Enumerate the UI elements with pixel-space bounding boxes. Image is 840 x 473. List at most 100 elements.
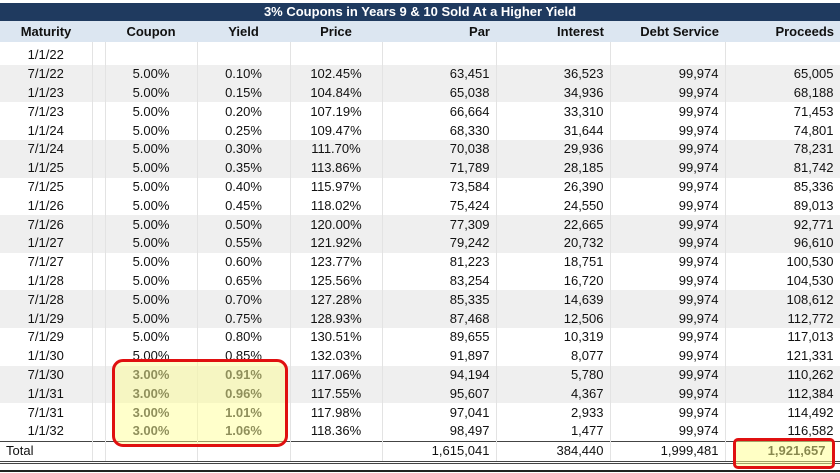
spacer-cell [92, 290, 106, 310]
cell-yield: 0.60% [197, 252, 291, 272]
cell-yield: 0.70% [197, 290, 291, 310]
header-interest: Interest [496, 21, 610, 42]
spacer-cell [92, 102, 106, 122]
cell-par: 91,897 [382, 346, 497, 366]
cell-yield: 0.15% [197, 83, 291, 103]
cell-maturity: 7/1/28 [0, 290, 93, 310]
spacer-cell [92, 403, 106, 422]
cell-interest: 24,550 [496, 196, 611, 216]
cell-maturity: 1/1/31 [0, 384, 93, 404]
cell-maturity: 1/1/25 [0, 158, 93, 178]
cell-proceeds: 114,492 [725, 403, 840, 422]
cell-coupon [105, 46, 198, 65]
cell-price: 123.77% [290, 252, 383, 272]
cell-price: 130.51% [290, 327, 383, 347]
cell-par: 66,664 [382, 102, 497, 122]
cell-debt-service: 99,974 [610, 121, 726, 140]
cell-proceeds: 108,612 [725, 290, 840, 310]
cell-interest: 12,506 [496, 309, 611, 328]
spacer-cell [92, 158, 106, 178]
table-row: 7/1/31 3.00% 1.01% 117.98% 97,041 2,933 99,974… [0, 403, 840, 422]
cell-yield: 1.06% [197, 421, 291, 442]
cell-maturity: 1/1/24 [0, 121, 93, 140]
cell-yield: 0.45% [197, 196, 291, 216]
cell-par: 68,330 [382, 121, 497, 140]
cell-debt-service: 99,974 [610, 252, 726, 272]
cell-maturity: 7/1/30 [0, 365, 93, 385]
cell-interest: 16,720 [496, 271, 611, 291]
cell-price: 104.84% [290, 83, 383, 103]
cell-maturity: 7/1/25 [0, 177, 93, 197]
cell-interest: 2,933 [496, 403, 611, 422]
cell-coupon: 5.00% [105, 233, 198, 253]
cell-maturity: 1/1/23 [0, 83, 93, 103]
cell-yield: 0.55% [197, 233, 291, 253]
cell-debt-service: 99,974 [610, 233, 726, 253]
cell-debt-service: 99,974 [610, 290, 726, 310]
cell-proceeds: 100,530 [725, 252, 840, 272]
cell-coupon: 5.00% [105, 158, 198, 178]
cell-yield: 0.91% [197, 365, 291, 385]
table-row: 7/1/22 5.00% 0.10% 102.45% 63,451 36,523 99,97… [0, 64, 840, 84]
cell-par: 71,789 [382, 158, 497, 178]
cell-par: 94,194 [382, 365, 497, 385]
cell-coupon: 5.00% [105, 102, 198, 122]
table-row: 7/1/25 5.00% 0.40% 115.97% 73,584 26,390 99,97… [0, 177, 840, 197]
cell-price: 125.56% [290, 271, 383, 291]
total-debt-service: 1,999,481 [610, 440, 726, 464]
cell-proceeds: 112,772 [725, 309, 840, 328]
cell-yield: 1.01% [197, 403, 291, 422]
table-row: 1/1/29 5.00% 0.75% 128.93% 87,468 12,506 99,97… [0, 309, 840, 328]
table-row: 1/1/30 5.00% 0.85% 132.03% 91,897 8,077 99,974… [0, 346, 840, 366]
cell-coupon: 5.00% [105, 309, 198, 328]
cell-proceeds [725, 46, 840, 65]
cell-proceeds: 104,530 [725, 271, 840, 291]
cell-coupon: 5.00% [105, 121, 198, 140]
cell-price: 118.36% [290, 421, 383, 442]
header-coupon: Coupon [105, 21, 197, 42]
cell-proceeds: 89,013 [725, 196, 840, 216]
cell-price: 111.70% [290, 139, 383, 159]
spacer-cell [92, 64, 106, 84]
cell-yield: 0.75% [197, 309, 291, 328]
cell-debt-service: 99,974 [610, 102, 726, 122]
cell-yield: 0.50% [197, 215, 291, 234]
table-row: 7/1/24 5.00% 0.30% 111.70% 70,038 29,936 99,97… [0, 139, 840, 159]
cell-proceeds: 112,384 [725, 384, 840, 404]
cell-yield: 0.80% [197, 327, 291, 347]
cell-debt-service: 99,974 [610, 215, 726, 234]
cell-coupon: 5.00% [105, 271, 198, 291]
cell-maturity: 1/1/27 [0, 233, 93, 253]
cell-price: 115.97% [290, 177, 383, 197]
cell-price: 121.92% [290, 233, 383, 253]
spacer-cell [92, 121, 106, 140]
cell-proceeds: 85,336 [725, 177, 840, 197]
table-row: 7/1/26 5.00% 0.50% 120.00% 77,309 22,665 99,97… [0, 215, 840, 234]
cell-par: 65,038 [382, 83, 497, 103]
cell-proceeds: 68,188 [725, 83, 840, 103]
cell-proceeds: 81,742 [725, 158, 840, 178]
header-spacer [92, 21, 105, 42]
spacer-cell [92, 271, 106, 291]
cell-interest: 36,523 [496, 64, 611, 84]
cell-proceeds: 96,610 [725, 233, 840, 253]
cell-maturity: 1/1/30 [0, 346, 93, 366]
cell-coupon: 5.00% [105, 83, 198, 103]
table-row: 7/1/27 5.00% 0.60% 123.77% 81,223 18,751 99,97… [0, 252, 840, 272]
cell-par: 70,038 [382, 139, 497, 159]
cell-par: 97,041 [382, 403, 497, 422]
cell-maturity: 7/1/31 [0, 403, 93, 422]
total-proceeds: 1,921,657 [725, 440, 840, 464]
header-proceeds: Proceeds [725, 21, 840, 42]
cell-proceeds: 78,231 [725, 139, 840, 159]
cell-par: 95,607 [382, 384, 497, 404]
cell-interest: 28,185 [496, 158, 611, 178]
cell-coupon: 3.00% [105, 384, 198, 404]
spacer-cell [92, 327, 106, 347]
spacer-cell [92, 309, 106, 328]
cell-price [290, 46, 383, 65]
cell-debt-service: 99,974 [610, 309, 726, 328]
cell-maturity: 7/1/23 [0, 102, 93, 122]
cell-yield [197, 46, 291, 65]
cell-interest: 29,936 [496, 139, 611, 159]
